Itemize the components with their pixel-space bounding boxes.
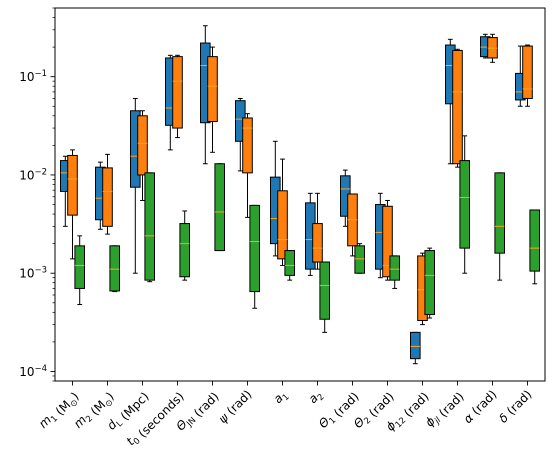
y-axis: 10−4 10−3 10−2 10−1 — [19, 7, 55, 382]
box-2-1 — [109, 245, 121, 293]
box-2-4 — [214, 163, 225, 252]
y-tick-label: 10−4 — [19, 364, 47, 379]
box-body — [137, 115, 148, 176]
box-2-5 — [249, 204, 260, 309]
box-1-2 — [137, 110, 148, 201]
x-tick-label: m1 (M⊙) — [36, 387, 84, 435]
box-2-11 — [459, 135, 470, 274]
x-tick-label: α (rad) — [461, 387, 500, 426]
box-2-2 — [144, 172, 155, 283]
box-body — [284, 250, 295, 276]
box-body — [319, 261, 330, 320]
box-1-7 — [312, 192, 323, 270]
box-body — [74, 245, 86, 289]
box-body — [109, 245, 121, 292]
x-axis: m1 (M⊙)m2 (M⊙)dL (Mpc)t0 (seconds)ΘJN (r… — [36, 381, 535, 448]
y-tick-label: 10−1 — [19, 69, 47, 84]
y-tick-label: 10−2 — [19, 167, 47, 182]
box-1-13 — [522, 44, 533, 107]
box-body — [529, 209, 541, 272]
box-body — [172, 56, 183, 129]
box-body — [214, 163, 225, 252]
box-1-3 — [172, 54, 183, 139]
x-tick-label: a1 — [271, 387, 292, 408]
box-2-8 — [354, 243, 365, 274]
box-body — [389, 255, 400, 281]
box-body — [242, 117, 253, 174]
x-tick-label: δ (rad) — [496, 387, 534, 425]
box-2-3 — [179, 210, 190, 281]
box-2-7 — [319, 261, 330, 333]
box-body — [312, 223, 323, 263]
box-1-11 — [452, 48, 463, 168]
box-body — [207, 56, 218, 122]
box-body — [522, 45, 533, 99]
x-tick-label: a2 — [306, 387, 327, 408]
x-tick-label: ψ (rad) — [216, 387, 255, 426]
box-body — [144, 172, 155, 281]
box-body — [102, 167, 113, 227]
box-1-8 — [347, 193, 358, 257]
box-0-10 — [410, 331, 421, 365]
box-body — [494, 172, 505, 254]
box-2-9 — [389, 255, 400, 289]
box-body — [459, 160, 470, 249]
box-body — [424, 250, 435, 316]
box-body — [354, 245, 365, 274]
box-1-6 — [277, 158, 288, 266]
y-tick-label: 10−3 — [19, 266, 47, 281]
box-2-0 — [74, 235, 86, 306]
box-2-10 — [424, 247, 435, 319]
box-2-12 — [494, 172, 505, 281]
box-1-5 — [242, 113, 253, 218]
box-1-12 — [487, 33, 498, 63]
box-1-0 — [67, 149, 78, 260]
box-2-13 — [529, 209, 541, 285]
box-2-6 — [284, 250, 295, 281]
box-body — [67, 154, 78, 216]
box-body — [382, 205, 393, 278]
axes-frame — [54, 7, 546, 382]
x-tick-label: ϕjl (rad) — [422, 387, 466, 431]
box-body — [249, 204, 260, 293]
box-body — [179, 223, 190, 278]
box-body — [277, 190, 288, 260]
box-body — [452, 49, 463, 165]
box-1-1 — [102, 153, 113, 235]
box-1-4 — [207, 46, 218, 153]
plot-area — [60, 25, 541, 365]
box-body — [410, 331, 421, 360]
